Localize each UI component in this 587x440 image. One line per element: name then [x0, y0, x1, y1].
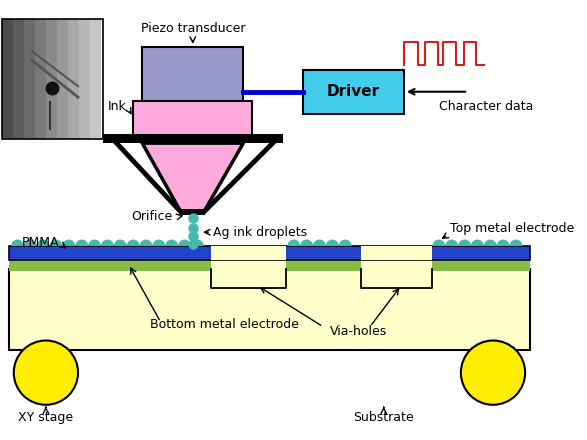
Wedge shape — [326, 239, 339, 246]
Text: Driver: Driver — [327, 84, 380, 99]
Wedge shape — [75, 239, 88, 246]
Text: Piezo transducer: Piezo transducer — [140, 22, 245, 35]
Wedge shape — [313, 239, 326, 246]
Bar — [181, 209, 205, 215]
Bar — [361, 246, 433, 260]
Bar — [2, 19, 103, 139]
Bar — [24, 19, 35, 139]
Bar — [68, 19, 79, 139]
Bar — [57, 19, 68, 139]
Circle shape — [14, 341, 78, 405]
Bar — [103, 134, 283, 143]
Text: PMMA: PMMA — [22, 236, 60, 249]
Bar — [35, 19, 46, 139]
Wedge shape — [484, 239, 497, 246]
Wedge shape — [37, 239, 49, 246]
Wedge shape — [127, 239, 140, 246]
Bar — [211, 258, 286, 271]
Wedge shape — [62, 239, 75, 246]
Text: Ag ink droplets: Ag ink droplets — [213, 226, 307, 238]
Wedge shape — [339, 239, 352, 246]
Bar — [79, 19, 90, 139]
Wedge shape — [153, 239, 166, 246]
Bar — [142, 47, 243, 102]
Bar — [361, 258, 433, 271]
Wedge shape — [114, 239, 127, 246]
Wedge shape — [300, 239, 313, 246]
Text: Character data: Character data — [440, 100, 534, 113]
Wedge shape — [11, 239, 24, 246]
Bar — [9, 269, 529, 350]
Wedge shape — [178, 239, 191, 246]
Text: Substrate: Substrate — [353, 411, 414, 424]
Bar — [211, 246, 286, 260]
Wedge shape — [446, 239, 458, 246]
Polygon shape — [142, 143, 243, 212]
Wedge shape — [24, 239, 37, 246]
Wedge shape — [49, 239, 62, 246]
Wedge shape — [166, 239, 178, 246]
Bar — [9, 246, 529, 260]
Wedge shape — [288, 239, 300, 246]
Text: Orifice: Orifice — [131, 210, 173, 223]
Bar — [133, 101, 252, 136]
Wedge shape — [510, 239, 522, 246]
Wedge shape — [471, 239, 484, 246]
Bar — [13, 19, 24, 139]
Wedge shape — [458, 239, 471, 246]
Bar — [2, 19, 13, 139]
Bar — [46, 19, 57, 139]
Text: XY stage: XY stage — [18, 411, 73, 424]
Text: Via-holes: Via-holes — [329, 325, 387, 338]
Wedge shape — [140, 239, 153, 246]
Bar — [303, 70, 404, 114]
Bar — [90, 19, 101, 139]
Wedge shape — [191, 239, 204, 246]
Wedge shape — [497, 239, 510, 246]
Circle shape — [461, 341, 525, 405]
Text: Ink: Ink — [108, 100, 127, 113]
Wedge shape — [433, 239, 446, 246]
Text: Top metal electrode: Top metal electrode — [450, 222, 574, 235]
Bar — [9, 258, 529, 271]
Wedge shape — [88, 239, 101, 246]
Text: Bottom metal electrode: Bottom metal electrode — [150, 318, 299, 330]
Wedge shape — [101, 239, 114, 246]
